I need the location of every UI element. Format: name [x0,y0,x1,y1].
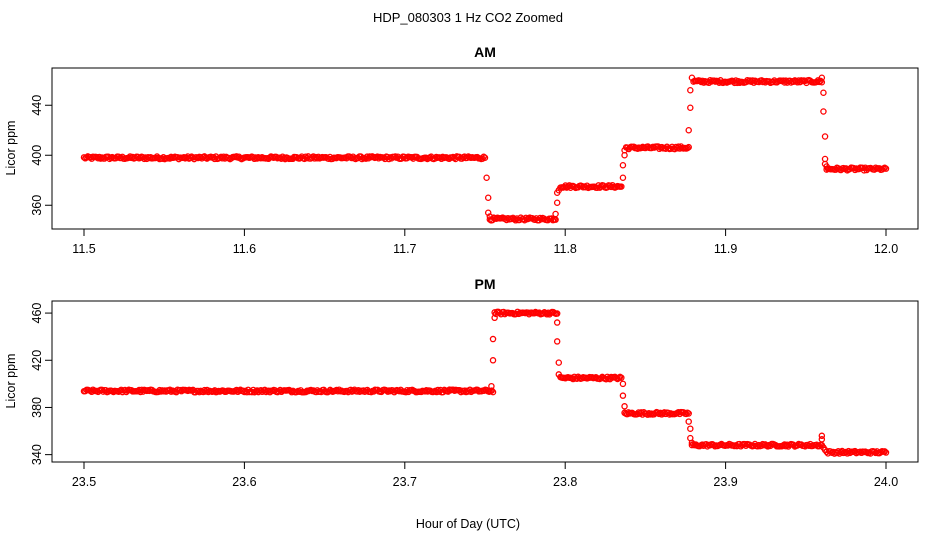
transition-point [687,104,694,112]
transition-point [489,357,497,364]
transition-point [489,335,497,343]
transition-point [555,186,563,194]
data-point [881,448,888,455]
transition-point [484,209,492,216]
panel-pm: PM Licor ppm 23.5 23.6 23.7 23.8 23.9 24.0 34… [4,276,919,489]
panel-am-yaxis: 360 400 440 [30,95,52,216]
data-point [882,449,890,456]
x-tick-label: 23.6 [232,475,256,489]
y-tick-label: 440 [30,95,44,116]
data-point [618,374,625,381]
data-point [488,387,495,394]
x-tick-label: 23.9 [713,475,737,489]
panel-am-frame [51,67,919,230]
data-point [882,165,890,172]
transition-point [491,314,498,322]
x-tick-label: 11.8 [553,242,576,256]
data-point [543,311,551,318]
transition-point [553,319,561,326]
panel-am-ylabel: Licor ppm [4,121,18,176]
data-point [553,310,561,317]
transition-point [484,194,492,201]
panel-pm-ylabel: Licor ppm [4,354,18,409]
y-tick-label: 380 [30,397,44,418]
data-point [685,410,692,417]
figure-title: HDP_080303 1 Hz CO2 Zoomed [373,10,563,25]
data-point [618,183,625,190]
y-tick-label: 360 [30,195,44,216]
transition-point [818,74,826,82]
transition-point [552,210,559,218]
data-point [682,410,690,418]
transition-point [553,199,561,206]
x-tick-label: 11.6 [233,242,256,256]
transition-point [687,425,694,432]
transition-point [688,74,696,82]
transition-point [619,161,627,169]
transition-point [621,403,628,410]
panel-pm-frame [51,300,919,463]
data-point [818,79,826,86]
x-tick-label: 23.5 [72,475,96,489]
transition-point [483,174,490,181]
panel-am-points [80,74,890,224]
transition-point [820,89,827,97]
panel-am: AM Licor ppm 11.5 11.6 11.7 11.8 11.9 12.0 36… [4,44,919,256]
y-tick-label: 400 [30,145,44,166]
panel-pm-points [80,308,890,457]
transition-point [688,439,696,447]
panel-pm-yaxis: 340 380 420 460 [30,303,52,465]
panel-am-title: AM [474,44,496,60]
x-tick-label: 11.9 [714,242,737,256]
data-point [489,388,497,396]
transition-point [821,133,829,140]
panel-pm-xaxis: 23.5 23.6 23.7 23.8 23.9 24.0 [72,462,898,489]
transition-point [553,338,561,345]
x-tick-label: 12.0 [874,242,898,256]
x-tick-label: 11.5 [72,242,95,256]
figure-xlabel: Hour of Day (UTC) [416,517,520,531]
data-point [710,77,718,84]
transition-point [685,127,692,134]
transition-point [820,108,827,115]
y-tick-label: 460 [30,303,44,324]
transition-point [488,382,495,390]
transition-point [818,432,826,440]
x-tick-label: 11.7 [393,242,416,256]
data-point [817,77,824,85]
data-point [481,154,489,162]
transition-point [821,446,829,454]
transition-point [687,87,694,94]
transition-point [486,213,494,220]
x-tick-label: 23.7 [393,475,417,489]
y-tick-label: 340 [30,444,44,465]
transition-point [619,174,627,181]
data-point [782,442,790,450]
data-point [754,443,761,450]
transition-point [619,392,627,399]
transition-point [619,380,627,388]
panel-am-xaxis: 11.5 11.6 11.7 11.8 11.9 12.0 [72,229,898,256]
x-tick-label: 24.0 [874,475,898,489]
transition-point [555,371,563,378]
panel-pm-title: PM [475,276,496,292]
transition-point [621,146,628,154]
y-tick-label: 420 [30,350,44,371]
transition-point [823,163,830,170]
transition-point [818,436,826,443]
data-point [685,143,692,151]
transition-point [685,418,692,425]
transition-point [555,359,563,366]
x-tick-label: 23.8 [553,475,577,489]
